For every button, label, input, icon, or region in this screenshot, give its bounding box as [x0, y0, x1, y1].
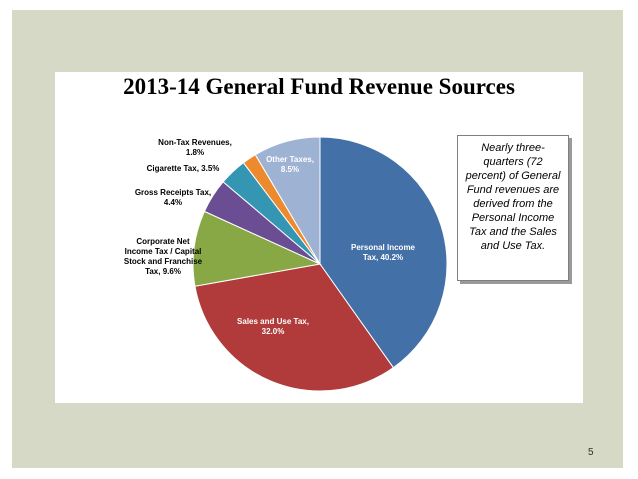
callout-box: Nearly three-quarters (72 percent) of Ge… — [457, 135, 569, 281]
pie-slice-personal-income-tax — [319, 136, 448, 369]
slice-label-sales-and-use-tax: Sales and Use Tax, 32.0% — [237, 317, 309, 336]
pie-slice-corporate-net-income-tax-capital-stock-and-franchise-tax — [192, 210, 322, 287]
chart-figure: 2013-14 General Fund Revenue Sources Per… — [55, 72, 583, 403]
slice-label-cigarette-tax: Cigarette Tax, 3.5% — [147, 164, 220, 173]
slice-label-personal-income-tax: Personal Income Tax, 40.2% — [351, 243, 416, 262]
pie-slice-other-taxes — [254, 136, 321, 266]
chart-title: 2013-14 General Fund Revenue Sources — [123, 74, 515, 99]
slice-label-other-taxes: Other Taxes, 8.5% — [266, 155, 314, 174]
slice-label-gross-receipts-tax: Gross Receipts Tax, 4.4% — [135, 188, 211, 207]
callout-text: Nearly three-quarters (72 percent) of Ge… — [465, 142, 561, 252]
slice-label-non-tax-revenues: Non-Tax Revenues, 1.8% — [158, 138, 232, 157]
page-number: 5 — [588, 447, 594, 458]
slice-label-corporate-net-income-tax-capital-stock-and-franchise-tax: Corporate Net Income Tax / Capital Stock a… — [124, 237, 203, 276]
pie-chart: Personal Income Tax, 40.2% Sales and Use T… — [124, 136, 448, 392]
pie-slice-sales-and-use-tax — [194, 263, 395, 392]
